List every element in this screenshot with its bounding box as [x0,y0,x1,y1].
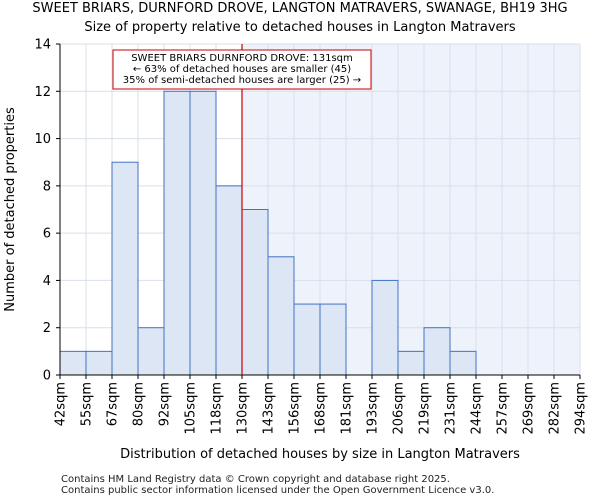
histogram-bar [293,303,321,376]
y-tick-label: 10 [34,132,51,147]
y-axis-label: Number of detached properties [3,107,18,312]
x-tick-label: 42sqm [54,382,69,426]
histogram-bar [397,350,425,376]
histogram-bar [189,90,217,376]
annotation-line: SWEET BRIARS DURNFORD DROVE: 131sqm [131,53,353,64]
histogram-chart: 0 2 4 6 8 10 12 14 42sqm 55sqm 67sqm 80sqm 92sqm 105s… [3,38,589,463]
x-tick-label: 55sqm [80,382,95,426]
x-tick-label: 168sqm [314,382,329,435]
footer-licence: Contains public sector information licen… [61,485,495,496]
x-tick-label: 156sqm [288,382,303,435]
annotation-line: ← 63% of detached houses are smaller (45… [133,64,351,75]
x-tick-label: 269sqm [522,382,537,435]
histogram-bar [215,185,243,376]
histogram-bar [59,350,87,376]
histogram-bar [449,350,477,376]
y-tick-label: 6 [43,227,51,242]
histogram-bar [371,279,399,376]
x-tick-label: 143sqm [262,382,277,435]
x-tick-label: 219sqm [418,382,433,435]
y-tick-label: 14 [34,38,51,53]
chart-title: SWEET BRIARS, DURNFORD DROVE, LANGTON MA… [32,1,568,16]
x-tick-label: 294sqm [574,382,589,435]
x-tick-label: 67sqm [106,382,121,426]
histogram-bar [423,327,451,376]
histogram-bar [85,350,113,376]
histogram-bar [111,161,139,376]
y-tick-label: 4 [43,274,51,289]
y-tick-label: 8 [43,179,51,194]
x-tick-label: 231sqm [444,382,459,435]
x-tick-label: 282sqm [548,382,563,435]
footer-copyright: Contains HM Land Registry data © Crown c… [61,474,450,485]
histogram-bar [137,327,165,376]
x-tick-label: 105sqm [184,382,199,435]
x-tick-label: 257sqm [496,382,511,435]
chart-subtitle: Size of property relative to detached ho… [84,20,516,35]
x-tick-label: 92sqm [158,382,173,426]
histogram-bar [163,90,191,376]
y-tick-label: 12 [34,85,51,100]
x-tick-label: 118sqm [210,382,225,435]
annotation-line: 35% of semi-detached houses are larger (… [123,75,361,86]
histogram-bar [241,209,269,376]
y-tick-label: 2 [43,321,51,336]
histogram-bar [319,303,347,376]
x-tick-label: 244sqm [470,382,485,435]
x-tick-label: 130sqm [236,382,251,435]
histogram-bar [267,256,295,376]
x-tick-label: 80sqm [132,382,147,426]
y-tick-label: 0 [43,369,51,384]
x-tick-label: 206sqm [392,382,407,435]
x-tick-label: 193sqm [366,382,381,435]
x-tick-label: 181sqm [340,382,355,435]
annotation-box [112,49,372,90]
x-axis-label: Distribution of detached houses by size … [120,447,520,462]
